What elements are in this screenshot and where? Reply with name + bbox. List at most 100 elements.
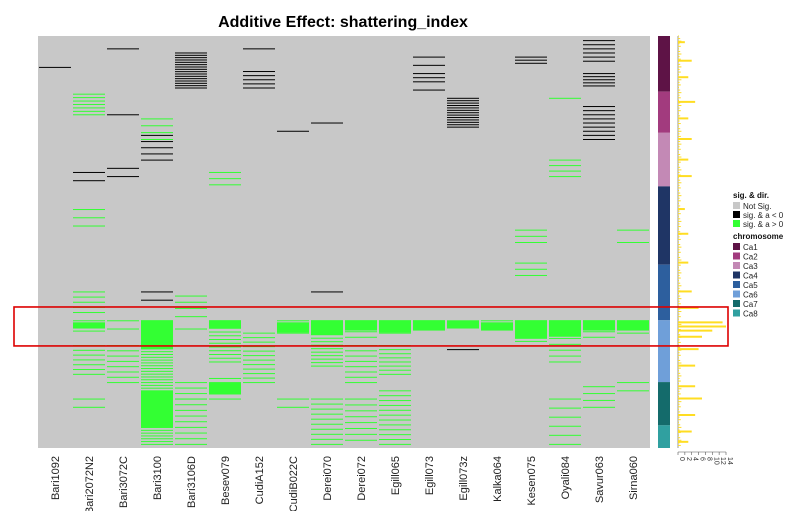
heatmap-solid-block — [141, 390, 173, 428]
heatmap-cell-line — [73, 291, 105, 293]
heatmap-cell-line — [583, 393, 615, 395]
heatmap-cell-line — [515, 229, 547, 231]
heatmap-cell-line — [107, 366, 139, 368]
column-label: Egill073 — [424, 456, 436, 495]
heatmap-cell-line — [379, 434, 411, 436]
heatmap-cell-line — [73, 296, 105, 298]
heatmap-cell-line — [413, 89, 445, 91]
heatmap-solid-block — [209, 320, 241, 329]
legend-label: Ca4 — [743, 272, 758, 281]
heatmap-band — [175, 295, 207, 309]
heatmap-cell-line — [175, 54, 207, 56]
heatmap-band — [617, 382, 649, 392]
heatmap-band — [39, 66, 71, 68]
heatmap-cell-line — [447, 119, 479, 121]
column-label: Oyali084 — [560, 456, 572, 499]
heatmap-cell-line — [107, 167, 139, 169]
heatmap-band — [549, 97, 581, 99]
heatmap-solid-block — [583, 320, 615, 331]
heatmap-cell-line — [243, 373, 275, 375]
heatmap-cell-line — [141, 141, 173, 143]
heatmap-band — [583, 40, 615, 62]
heatmap-cell-line — [141, 351, 173, 353]
heatmap-cell-line — [583, 56, 615, 58]
heatmap-cell-line — [583, 60, 615, 62]
heatmap-cell-line — [175, 52, 207, 54]
chromosome-segment — [658, 320, 670, 383]
heatmap-solid-block — [73, 322, 105, 329]
column-label: Kalka064 — [492, 456, 504, 502]
heatmap-cell-line — [549, 349, 581, 351]
chromosome-strip — [658, 36, 670, 448]
heatmap-solid-block — [345, 320, 377, 331]
heatmap-cell-line — [379, 429, 411, 431]
heatmap-cell-line — [583, 118, 615, 120]
heatmap-cell-line — [583, 130, 615, 132]
chromosome-segment — [658, 425, 670, 448]
heatmap-cell-line — [243, 79, 275, 81]
heatmap-cell-line — [311, 351, 343, 353]
heatmap-cell-line — [141, 365, 173, 367]
heatmap-cell-line — [311, 358, 343, 360]
heatmap-cell-line — [243, 71, 275, 73]
heatmap-cell-line — [141, 379, 173, 381]
heatmap-cell-line — [311, 348, 343, 350]
heatmap-cell-line — [345, 355, 377, 357]
heatmap-solid-block — [311, 320, 343, 335]
heatmap-cell-line — [141, 353, 173, 355]
heatmap-cell-line — [73, 171, 105, 173]
heatmap-band — [175, 316, 207, 330]
heatmap-cell-line — [175, 438, 207, 440]
heatmap-band — [243, 332, 275, 384]
heatmap-cell-line — [515, 268, 547, 270]
heatmap-cell-line — [515, 340, 547, 342]
heatmap-band — [583, 106, 615, 140]
heatmap-cell-line — [175, 75, 207, 77]
heatmap-cell-line — [379, 369, 411, 371]
legend-swatch — [733, 211, 740, 218]
chromosome-segment — [658, 91, 670, 133]
chromosome-segment — [658, 264, 670, 321]
heatmap-cell-line — [209, 184, 241, 186]
column-label: Bari3106D — [186, 456, 198, 508]
heatmap-cell-line — [107, 48, 139, 50]
heatmap-cell-line — [345, 439, 377, 441]
heatmap-cell-line — [345, 350, 377, 352]
heatmap-cell-line — [73, 398, 105, 400]
heatmap-band — [107, 167, 139, 178]
heatmap-cell-line — [175, 328, 207, 330]
heatmap-cell-line — [73, 369, 105, 371]
heatmap-cell-line — [175, 307, 207, 309]
heatmap-cell-line — [583, 399, 615, 401]
heatmap-cell-line — [413, 64, 445, 66]
heatmap-cell-line — [175, 393, 207, 395]
heatmap-cell-line — [175, 398, 207, 400]
heatmap-cell-line — [379, 443, 411, 445]
heatmap-cell-line — [583, 126, 615, 128]
heatmap-cell-line — [447, 109, 479, 111]
heatmap-cell-line — [141, 387, 173, 389]
heatmap-cell-line — [141, 147, 173, 149]
heatmap-cell-line — [209, 331, 241, 333]
heatmap-cell-line — [73, 110, 105, 112]
heatmap-area — [38, 36, 650, 448]
heatmap-cell-line — [141, 153, 173, 155]
heatmap-cell-line — [141, 376, 173, 378]
heatmap-band — [107, 320, 139, 330]
column-label: Bari2072N2 — [84, 456, 96, 511]
legend-label: Ca5 — [743, 281, 758, 290]
heatmap-band — [515, 262, 547, 276]
heatmap-cell-line — [549, 343, 581, 345]
heatmap-cell-line — [73, 373, 105, 375]
heatmap-cell-line — [209, 361, 241, 363]
heatmap-cell-line — [549, 170, 581, 172]
legend-label: Ca1 — [743, 243, 758, 252]
heatmap-cell-line — [413, 73, 445, 75]
heatmap-cell-line — [73, 354, 105, 356]
legend-swatch — [733, 243, 740, 250]
heatmap-cell-line — [447, 107, 479, 109]
heatmap-cell-line — [243, 359, 275, 361]
legend-label: Ca3 — [743, 262, 758, 271]
heatmap-cell-line — [311, 403, 343, 405]
